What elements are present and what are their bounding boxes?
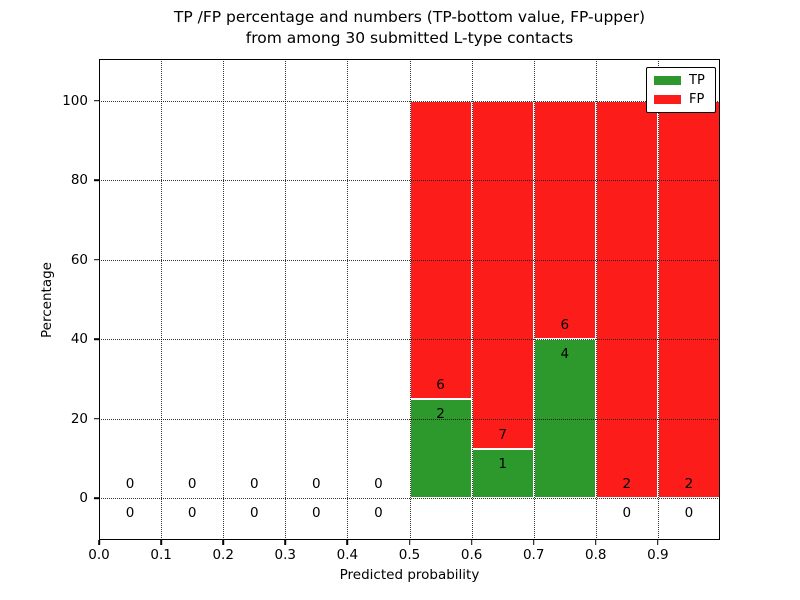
gridline-horizontal [99, 100, 720, 102]
fp-bar-segment [409, 100, 472, 399]
tp-count-label: 2 [436, 405, 445, 422]
x-tick [284, 540, 287, 545]
tp-count-label: 4 [560, 346, 570, 363]
x-tick-label: 0.5 [398, 547, 421, 563]
gridline-vertical [161, 59, 163, 540]
fp-count-label: 7 [498, 426, 507, 443]
legend-entry-fp: FP [654, 93, 708, 106]
chart-title: TP /FP percentage and numbers (TP-bottom… [99, 7, 720, 49]
y-tick [94, 338, 99, 341]
x-tick-label: 0.4 [336, 547, 359, 563]
legend-label-tp: TP [689, 73, 705, 88]
x-tick [408, 540, 411, 545]
fp-bar-segment [657, 100, 720, 499]
y-tick-label: 100 [62, 92, 88, 109]
x-tick [657, 540, 659, 545]
tp-count-label: 0 [374, 505, 383, 522]
fp-swatch-icon [654, 95, 681, 104]
tp-count-label: 0 [125, 505, 135, 522]
x-tick-label: 0.3 [274, 547, 297, 563]
gridline-vertical [347, 59, 349, 540]
fp-count-label: 2 [622, 476, 632, 493]
y-tick [94, 99, 99, 102]
fp-count-label: 0 [187, 476, 197, 493]
y-tick [94, 417, 99, 420]
chart-title-line-1: TP /FP percentage and numbers (TP-bottom… [173, 8, 646, 26]
gridline-vertical [471, 59, 473, 540]
y-tick [94, 179, 99, 182]
x-axis-label: Predicted probability [339, 567, 480, 583]
y-tick [94, 258, 99, 261]
x-tick [222, 540, 224, 545]
chart-title-line-2: from among 30 submitted L-type contacts [245, 29, 574, 47]
legend-label-fp: FP [689, 92, 705, 107]
fp-count-label: 0 [312, 476, 321, 493]
y-tick-label: 20 [70, 410, 88, 427]
fp-count-label: 2 [684, 476, 694, 493]
tp-swatch-icon [654, 76, 681, 85]
gridline-horizontal [99, 498, 720, 500]
x-tick [470, 540, 473, 545]
gridline-vertical [223, 59, 225, 540]
fp-count-label: 0 [125, 476, 135, 493]
x-tick [346, 540, 349, 545]
y-axis-label: Percentage [39, 261, 55, 338]
gridline-horizontal [99, 418, 720, 420]
fp-bar-segment [471, 100, 534, 449]
fp-count-label: 0 [374, 476, 383, 493]
fp-count-label: 6 [560, 317, 570, 334]
x-tick-label: 0.9 [647, 547, 669, 563]
tp-count-label: 0 [622, 505, 632, 522]
x-tick [532, 540, 535, 545]
x-tick-label: 0.8 [585, 547, 607, 563]
gridline-vertical [595, 59, 597, 540]
legend: TP FP [646, 67, 716, 113]
plot-area: Predicted probability Percentage TP FP 0 0… [39, 59, 720, 583]
x-tick-label: 0.0 [88, 547, 110, 563]
y-tick-label: 60 [70, 251, 88, 268]
tp-count-label: 0 [187, 505, 197, 522]
fp-count-label: 0 [249, 476, 259, 493]
gridline-horizontal [99, 180, 720, 182]
gridline-horizontal [99, 339, 720, 341]
x-tick-label: 0.1 [150, 547, 172, 563]
y-tick-label: 40 [70, 331, 88, 348]
legend-entry-tp: TP [654, 74, 708, 87]
x-tick [160, 540, 162, 545]
y-tick-label: 0 [79, 490, 88, 507]
gridline-horizontal [99, 259, 720, 261]
tp-count-label: 0 [684, 505, 694, 522]
fp-bar-segment [595, 100, 658, 499]
x-tick [98, 540, 100, 545]
x-tick-label: 0.6 [460, 547, 483, 563]
x-tick [595, 540, 597, 545]
gridline-vertical [409, 59, 411, 540]
fp-bar-segment [533, 100, 596, 340]
gridline-vertical [533, 59, 535, 540]
x-tick-label: 0.7 [522, 547, 545, 563]
gridline-vertical [285, 59, 287, 540]
tp-count-label: 0 [312, 505, 321, 522]
x-tick-label: 0.2 [212, 547, 234, 563]
y-tick-label: 80 [70, 172, 88, 189]
tp-count-label: 0 [249, 505, 259, 522]
y-tick [94, 497, 99, 500]
tp-count-label: 1 [498, 455, 507, 472]
gridline-vertical [657, 59, 659, 540]
fp-count-label: 6 [436, 376, 445, 393]
